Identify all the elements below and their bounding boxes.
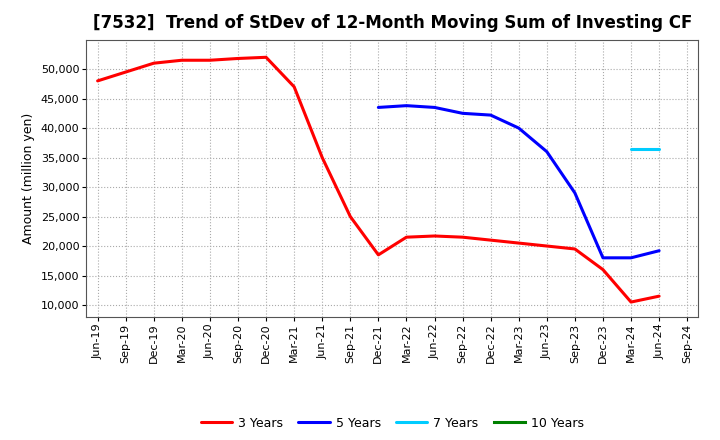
5 Years [542,149,551,154]
7 Years [654,146,663,151]
3 Years [542,243,551,249]
5 Years [570,191,579,196]
3 Years [234,56,243,61]
3 Years [262,55,271,60]
3 Years [626,299,635,304]
3 Years [150,61,158,66]
5 Years [514,125,523,131]
Line: 5 Years: 5 Years [379,106,659,258]
3 Years [206,58,215,63]
3 Years [430,233,438,238]
3 Years [94,78,102,84]
3 Years [318,155,327,160]
5 Years [654,248,663,253]
3 Years [402,235,410,240]
5 Years [402,103,410,108]
Legend: 3 Years, 5 Years, 7 Years, 10 Years: 3 Years, 5 Years, 7 Years, 10 Years [196,412,589,435]
7 Years [626,146,635,151]
3 Years [122,70,130,75]
Y-axis label: Amount (million yen): Amount (million yen) [22,113,35,244]
5 Years [486,113,495,118]
5 Years [626,255,635,260]
3 Years [570,246,579,252]
5 Years [430,105,438,110]
5 Years [598,255,607,260]
3 Years [654,293,663,299]
3 Years [290,84,299,89]
Line: 3 Years: 3 Years [98,57,659,302]
3 Years [346,214,355,219]
3 Years [458,235,467,240]
5 Years [458,111,467,116]
3 Years [486,238,495,243]
3 Years [598,267,607,272]
3 Years [178,58,186,63]
3 Years [514,240,523,246]
5 Years [374,105,383,110]
3 Years [374,252,383,257]
Title: [7532]  Trend of StDev of 12-Month Moving Sum of Investing CF: [7532] Trend of StDev of 12-Month Moving… [93,15,692,33]
